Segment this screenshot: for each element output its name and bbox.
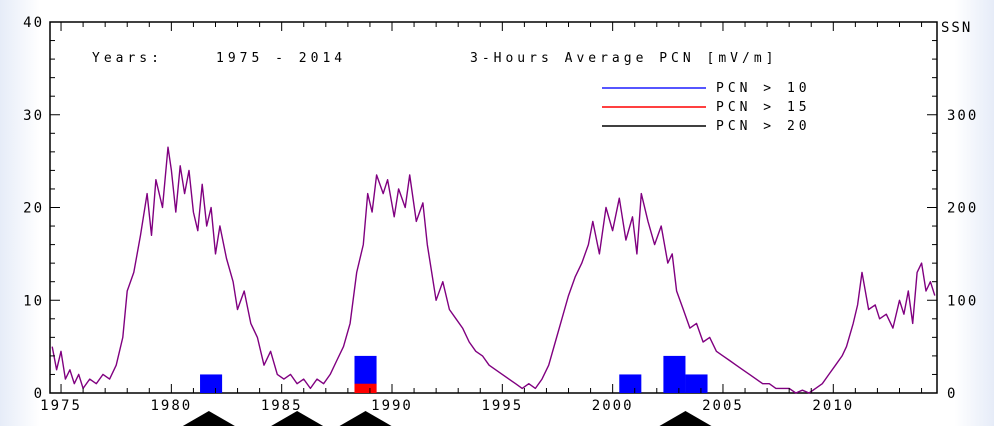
x-tick-label: 2000 xyxy=(592,398,634,414)
legend-label-pcn-20: PCN > 20 xyxy=(716,119,811,134)
x-tick-label: 2010 xyxy=(812,398,854,414)
event-marker-2 xyxy=(339,411,392,426)
x-tick-label: 1990 xyxy=(371,398,413,414)
plot-frame xyxy=(49,21,938,394)
pcn-bar-2 xyxy=(354,383,377,393)
x-tick-label: 2005 xyxy=(702,398,744,414)
right-axis-title: SSN xyxy=(941,20,972,36)
ssn-line-layer xyxy=(51,146,936,394)
x-tick-label: 1975 xyxy=(40,398,82,414)
x-tick-label: 1995 xyxy=(481,398,523,414)
y-right-tick-label: 200 xyxy=(947,201,978,217)
x-tick-label: 1980 xyxy=(150,398,192,414)
pcn-bar-4 xyxy=(663,355,686,393)
header-years-label: Years: xyxy=(92,51,163,66)
event-marker-1 xyxy=(271,411,324,426)
y-left-tick-label: 40 xyxy=(23,15,44,31)
header-years-range: 1975 - 2014 xyxy=(216,51,346,66)
event-marker-3 xyxy=(659,411,712,426)
x-tick-label: 1985 xyxy=(261,398,303,414)
event-marker-0 xyxy=(182,411,235,426)
axis-tick-labels: 1975 1980 1985 1990 1995 2000 2005 201001020304… xyxy=(23,15,978,414)
y-left-tick-label: 0 xyxy=(34,386,44,402)
header-measure: 3-Hours Average PCN [mV/m] xyxy=(470,51,778,66)
pcn-bar-3 xyxy=(619,374,642,393)
pcn-bar-0 xyxy=(200,374,223,393)
y-right-tick-label: 0 xyxy=(947,386,957,402)
y-left-tick-label: 10 xyxy=(23,293,44,309)
legend-label-pcn-15: PCN > 15 xyxy=(716,100,811,115)
ssn-series-line xyxy=(51,146,936,394)
y-left-tick-label: 30 xyxy=(23,108,44,124)
axis-ticks xyxy=(50,21,937,394)
event-markers xyxy=(182,411,712,426)
legend-label-pcn-10: PCN > 10 xyxy=(716,81,811,96)
legend: PCN > 10 PCN > 15 PCN > 20 xyxy=(602,81,811,134)
y-right-tick-label: 300 xyxy=(947,108,978,124)
y-left-tick-label: 20 xyxy=(23,201,44,217)
pcn-bar-5 xyxy=(685,374,708,393)
y-right-tick-label: 100 xyxy=(947,293,978,309)
pcn-bars xyxy=(200,355,708,393)
